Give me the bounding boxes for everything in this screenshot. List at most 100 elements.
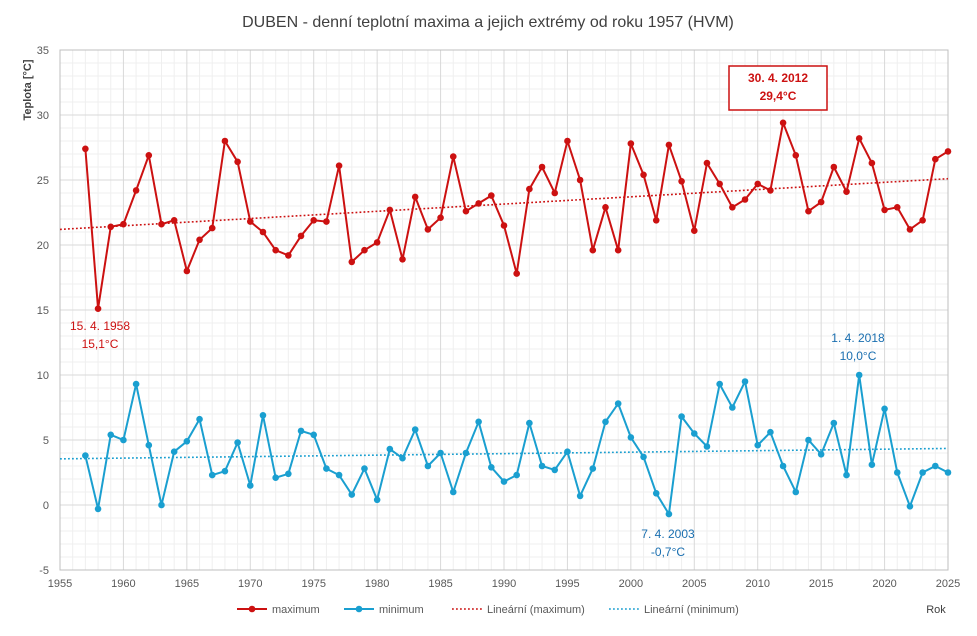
data-point [652, 217, 660, 224]
data-point [805, 207, 812, 215]
data-point [754, 441, 762, 449]
data-point [348, 258, 356, 266]
data-point [817, 451, 825, 458]
data-point [729, 404, 736, 411]
data-point [792, 488, 800, 496]
x-axis-label: Rok [926, 604, 946, 616]
data-point [183, 267, 191, 275]
data-point [132, 380, 140, 388]
annotation-value: 29,4°C [760, 89, 797, 103]
data-point [830, 163, 838, 171]
legend-marker [248, 605, 256, 613]
data-point [779, 462, 787, 470]
data-point [767, 187, 774, 194]
data-point [500, 478, 508, 485]
data-point [652, 490, 660, 497]
data-point [640, 453, 647, 461]
data-point [792, 152, 800, 159]
data-point [221, 467, 229, 475]
data-point [843, 471, 850, 479]
data-point [538, 462, 546, 470]
data-point [868, 159, 876, 167]
annotation-value: 15,1°C [82, 337, 119, 351]
data-point [158, 220, 165, 228]
y-tick-label: 10 [37, 370, 49, 382]
data-point [208, 471, 216, 479]
data-point [170, 448, 178, 456]
data-point [627, 434, 635, 441]
data-point [272, 246, 279, 254]
data-point [703, 159, 711, 167]
legend-label: Lineární (minimum) [644, 604, 739, 616]
data-point [665, 141, 673, 149]
y-tick-label: 0 [43, 500, 49, 512]
data-point [449, 488, 457, 496]
data-point [589, 246, 597, 254]
data-point [817, 198, 825, 206]
data-point [145, 152, 153, 159]
data-point [906, 226, 914, 233]
data-point [932, 462, 939, 470]
x-tick-label: 1960 [111, 578, 135, 590]
data-point [246, 482, 254, 489]
data-point [234, 158, 241, 166]
data-point [323, 465, 330, 472]
data-point [386, 206, 394, 214]
data-point [259, 228, 267, 236]
data-point [361, 246, 368, 254]
data-point [335, 162, 343, 169]
data-point [424, 226, 432, 233]
x-tick-label: 1980 [365, 578, 389, 590]
data-point [627, 140, 635, 147]
annotation-box [728, 65, 828, 111]
data-point [855, 135, 863, 142]
data-point [120, 436, 127, 444]
data-point [881, 405, 888, 413]
x-tick-label: 2000 [619, 578, 643, 590]
x-tick-label: 2025 [936, 578, 960, 590]
data-point [246, 218, 254, 225]
y-axis-label: Teplota [°C] [22, 59, 34, 120]
data-point [373, 239, 381, 246]
data-point [868, 461, 876, 469]
data-point [640, 171, 647, 179]
data-point [348, 491, 356, 498]
data-point [310, 431, 318, 439]
annotation-date: 15. 4. 1958 [70, 319, 130, 333]
data-point [437, 449, 444, 457]
x-tick-label: 1955 [48, 578, 72, 590]
data-point [551, 466, 559, 474]
data-point [475, 418, 482, 426]
data-point [208, 224, 216, 232]
data-point [82, 145, 89, 153]
data-point [196, 415, 203, 423]
data-point [678, 178, 685, 185]
y-tick-label: 30 [37, 110, 49, 122]
data-point [526, 419, 533, 427]
data-point [120, 220, 127, 228]
data-point [107, 431, 115, 439]
data-point [462, 449, 470, 457]
data-series [82, 119, 952, 518]
data-point [386, 445, 394, 453]
data-point [411, 426, 419, 433]
data-point [234, 439, 241, 446]
data-point [297, 232, 305, 240]
data-point [944, 469, 952, 476]
data-point [614, 400, 622, 407]
data-point [526, 185, 533, 193]
x-tick-label: 1995 [555, 578, 579, 590]
data-point [132, 187, 140, 194]
data-point [602, 418, 609, 426]
data-point [855, 371, 863, 379]
data-point [576, 492, 584, 500]
data-point [272, 474, 279, 482]
data-point [741, 196, 749, 203]
chart-title: DUBEN - denní teplotní maxima a jejich e… [242, 14, 734, 31]
data-point [830, 419, 838, 427]
annotations: 15. 4. 1958 15,1°C 30. 4. 2012 29,4°C 1. 4. … [70, 65, 885, 559]
data-point [538, 163, 546, 171]
annotation-date: 7. 4. 2003 [641, 527, 695, 541]
data-point [310, 217, 318, 224]
